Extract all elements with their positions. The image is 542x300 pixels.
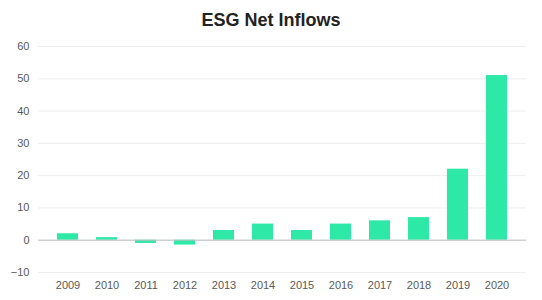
svg-text:60: 60 (17, 40, 29, 52)
svg-text:40: 40 (17, 105, 29, 117)
svg-text:2019: 2019 (446, 279, 470, 291)
svg-text:30: 30 (17, 137, 29, 149)
svg-text:20: 20 (17, 169, 29, 181)
svg-text:2020: 2020 (485, 279, 509, 291)
svg-text:2016: 2016 (329, 279, 353, 291)
svg-text:2015: 2015 (290, 279, 314, 291)
svg-text:2012: 2012 (173, 279, 197, 291)
svg-text:−10: −10 (11, 266, 30, 278)
svg-text:2018: 2018 (407, 279, 431, 291)
svg-text:2009: 2009 (56, 279, 80, 291)
svg-text:2017: 2017 (368, 279, 392, 291)
svg-text:10: 10 (17, 201, 29, 213)
svg-text:2010: 2010 (95, 279, 119, 291)
html-text:ESG Net Inflows: ESG Net Inflows (201, 10, 341, 30)
svg-text:2011: 2011 (134, 279, 158, 291)
svg-text:2013: 2013 (212, 279, 236, 291)
svg-text:50: 50 (17, 72, 29, 84)
svg-text:2014: 2014 (251, 279, 275, 291)
svg-text:0: 0 (23, 234, 29, 246)
